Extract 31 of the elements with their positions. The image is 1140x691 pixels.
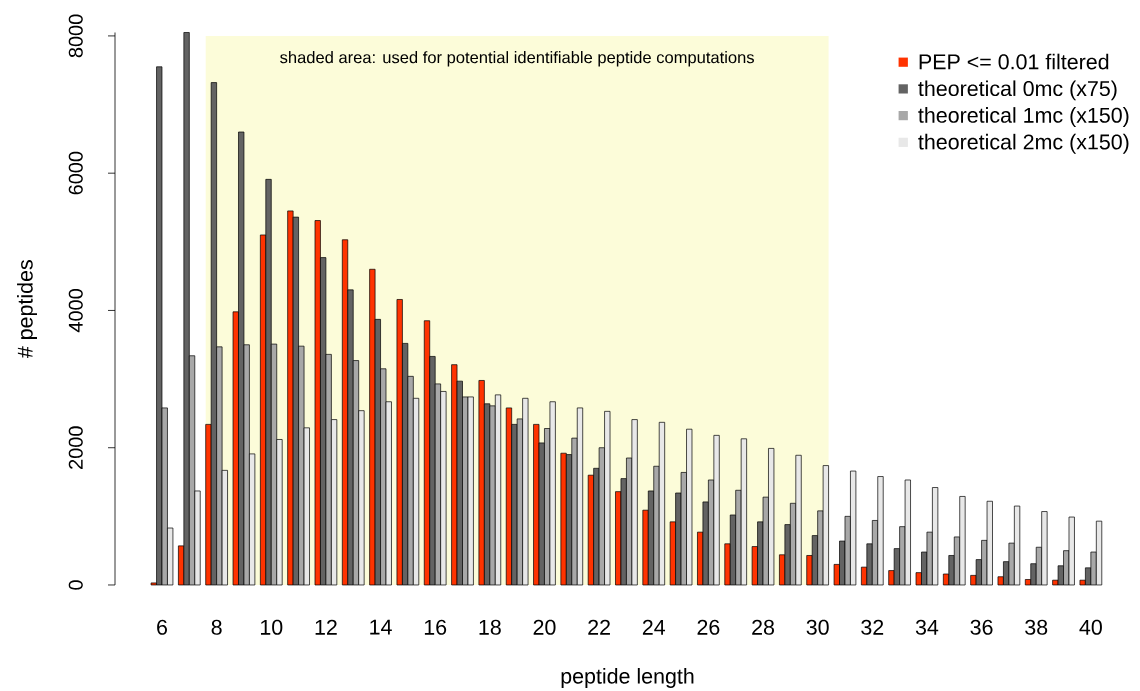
x-tick-label: 32 xyxy=(861,619,884,635)
band-label: shaded area: used for potential identifiable peptide computations xyxy=(280,51,754,67)
x-tick-label: 6 xyxy=(157,619,168,635)
x-tick-label: 22 xyxy=(588,619,610,635)
x-tick-label: 26 xyxy=(697,619,720,635)
x-tick-label: 38 xyxy=(1025,619,1048,635)
x-tick-label: 20 xyxy=(533,619,556,635)
x-tick-label: 24 xyxy=(642,619,666,635)
x-tick-label: 10 xyxy=(260,619,283,635)
x-tick-label: 12 xyxy=(315,619,337,635)
legend-label: theoretical 0mc (x75) xyxy=(918,80,1117,101)
x-tick-label: 40 xyxy=(1079,619,1102,635)
y-tick-label: 8000 xyxy=(68,14,83,58)
x-tick-label: 34 xyxy=(915,619,939,635)
x-tick-label: 36 xyxy=(970,619,993,635)
x-tick-label: 18 xyxy=(479,619,501,635)
x-tick-label: 16 xyxy=(424,619,447,635)
bar xyxy=(560,452,567,586)
legend-label: PEP <= 0.01 filtered xyxy=(919,53,1109,70)
x-tick-label: 30 xyxy=(806,619,829,635)
x-axis-title: peptide length xyxy=(561,668,694,688)
legend-label: theoretical 1mc (x150) xyxy=(918,107,1129,128)
y-axis-title: # peptides xyxy=(17,260,37,359)
x-tick-label: 14 xyxy=(370,619,392,635)
y-tick-label: 6000 xyxy=(68,151,83,195)
x-tick-label: 28 xyxy=(752,619,774,635)
y-tick-label: 4000 xyxy=(68,289,83,333)
y-tick-label: 2000 xyxy=(68,426,83,469)
legend-label: theoretical 2mc (x150) xyxy=(918,133,1129,154)
y-tick-label: 0 xyxy=(68,580,83,590)
x-tick-label: 8 xyxy=(211,619,222,635)
